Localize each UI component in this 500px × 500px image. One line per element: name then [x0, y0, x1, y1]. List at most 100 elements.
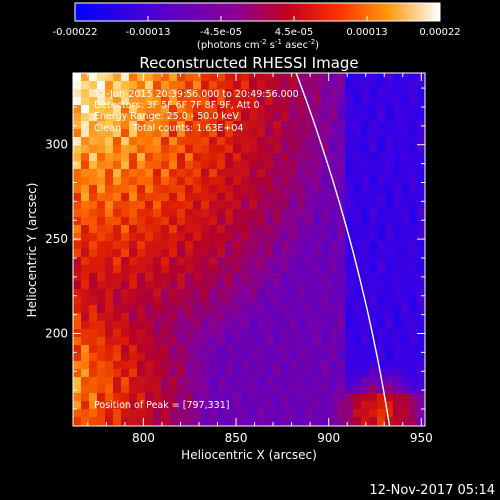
heatmap-cell — [353, 97, 361, 105]
y-tick-label: 250 — [45, 232, 68, 246]
heatmap-cell — [281, 153, 289, 161]
heatmap-cell — [217, 161, 225, 169]
heatmap-cell — [97, 73, 105, 81]
heatmap-cell — [321, 73, 329, 81]
heatmap-cell — [345, 329, 353, 337]
heatmap-cell — [233, 209, 241, 217]
heatmap-cell — [313, 321, 321, 329]
heatmap-cell — [361, 313, 369, 321]
heatmap-cell — [361, 81, 369, 89]
heatmap-cell — [281, 273, 289, 281]
heatmap-cell — [345, 225, 353, 233]
heatmap-cell — [201, 417, 209, 425]
colorbar — [74, 2, 441, 22]
heatmap-cell — [345, 305, 353, 313]
heatmap-cell — [329, 137, 337, 145]
heatmap-cell — [241, 249, 249, 257]
heatmap-cell — [225, 361, 233, 369]
heatmap-cell — [417, 321, 425, 329]
heatmap-cell — [169, 73, 177, 81]
heatmap-cell — [193, 297, 201, 305]
heatmap-cell — [97, 169, 105, 177]
heatmap-cell — [145, 81, 153, 89]
heatmap-cell — [105, 185, 113, 193]
heatmap-cell — [89, 345, 97, 353]
heatmap-cell — [313, 273, 321, 281]
heatmap-cell — [329, 305, 337, 313]
heatmap-cell — [249, 121, 257, 129]
heatmap-cell — [193, 193, 201, 201]
heatmap-cell — [289, 257, 297, 265]
heatmap-cell — [361, 241, 369, 249]
heatmap-cell — [73, 337, 81, 345]
heatmap-cell — [193, 401, 201, 409]
heatmap-cell — [209, 225, 217, 233]
heatmap-cell — [113, 297, 121, 305]
heatmap-cell — [345, 137, 353, 145]
heatmap-cell — [353, 185, 361, 193]
heatmap-cell — [177, 329, 185, 337]
heatmap-cell — [385, 361, 393, 369]
heatmap-cell — [145, 105, 153, 113]
heatmap-cell — [393, 305, 401, 313]
heatmap-cell — [369, 113, 377, 121]
heatmap-cell — [137, 345, 145, 353]
heatmap-cell — [161, 225, 169, 233]
heatmap-cell — [169, 129, 177, 137]
heatmap-cell — [305, 121, 313, 129]
heatmap-cell — [297, 137, 305, 145]
heatmap-cell — [209, 129, 217, 137]
heatmap-cell — [385, 257, 393, 265]
heatmap-cell — [105, 161, 113, 169]
heatmap-cell — [393, 97, 401, 105]
heatmap-cell — [401, 217, 409, 225]
heatmap-cell — [73, 137, 81, 145]
heatmap-cell — [209, 145, 217, 153]
heatmap-cell — [89, 257, 97, 265]
heatmap-cell — [345, 169, 353, 177]
heatmap-cell — [193, 337, 201, 345]
heatmap-cell — [121, 97, 129, 105]
heatmap-cell — [337, 281, 345, 289]
heatmap-cell — [129, 305, 137, 313]
heatmap-cell — [329, 241, 337, 249]
heatmap-cell — [129, 361, 137, 369]
heatmap-cell — [185, 201, 193, 209]
heatmap-cell — [361, 409, 369, 417]
heatmap-cell — [409, 401, 417, 409]
heatmap-cell — [169, 161, 177, 169]
colorbar-tick-label: 4.5e-05 — [275, 27, 313, 38]
heatmap-cell — [121, 105, 129, 113]
heatmap-cell — [201, 145, 209, 153]
heatmap-cell — [105, 145, 113, 153]
heatmap-cell — [97, 97, 105, 105]
heatmap-cell — [89, 297, 97, 305]
heatmap-cell — [129, 113, 137, 121]
heatmap-cell — [89, 89, 97, 97]
heatmap-cell — [209, 393, 217, 401]
annotation-time: 12-Jun-2015 20:39:56.000 to 20:49:56.000 — [94, 89, 299, 100]
heatmap-cell — [169, 273, 177, 281]
heatmap-cell — [89, 233, 97, 241]
heatmap-cell — [113, 81, 121, 89]
heatmap-cell — [401, 249, 409, 257]
heatmap-cell — [313, 185, 321, 193]
heatmap-cell — [369, 257, 377, 265]
heatmap-cell — [73, 153, 81, 161]
heatmap-cell — [265, 193, 273, 201]
heatmap-cell — [337, 201, 345, 209]
heatmap-cell — [233, 401, 241, 409]
heatmap-cell — [401, 209, 409, 217]
heatmap-cell — [401, 353, 409, 361]
heatmap-cell — [361, 337, 369, 345]
heatmap-cell — [329, 273, 337, 281]
heatmap-cell — [225, 97, 233, 105]
heatmap-cell — [225, 393, 233, 401]
heatmap-cell — [369, 121, 377, 129]
heatmap-cell — [113, 129, 121, 137]
heatmap-cell — [153, 257, 161, 265]
heatmap-cell — [193, 121, 201, 129]
heatmap-cell — [161, 265, 169, 273]
heatmap-cell — [377, 417, 385, 425]
heatmap-cell — [249, 201, 257, 209]
